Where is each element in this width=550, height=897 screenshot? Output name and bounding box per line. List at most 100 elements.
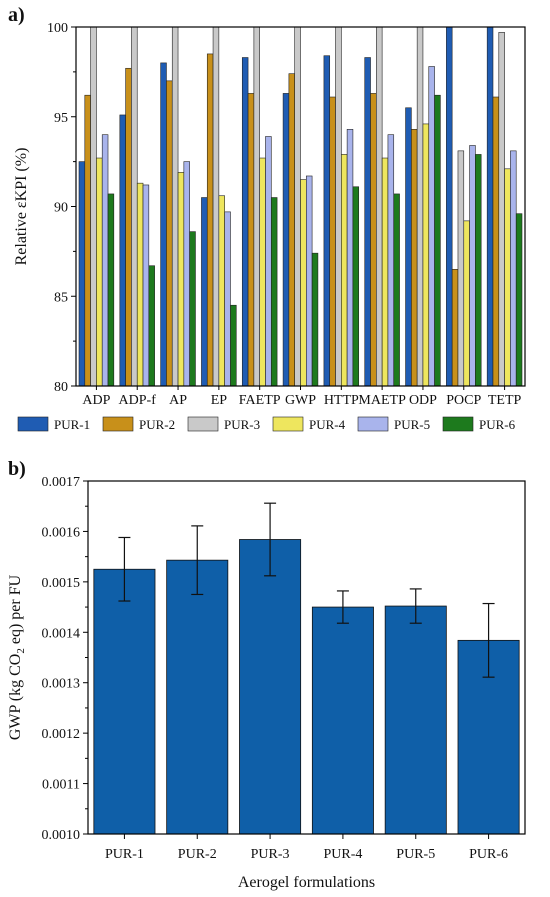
error-bar-PUR-1 (118, 536, 131, 602)
x-tick-label-PUR-3: PUR-3 (251, 847, 290, 862)
legend-label-PUR-6: PUR-6 (479, 417, 516, 432)
x-tick-label-ADP-f: ADP-f (119, 393, 157, 408)
bar-PUR-5-FAETP (265, 136, 272, 387)
y-tick-label-b: 0.0014 (42, 626, 81, 641)
bar-PUR-6-ADP-f (148, 265, 155, 387)
bar-PUR-2-HTTP (329, 96, 336, 387)
error-bar-PUR-6 (482, 602, 495, 678)
bar-PUR-3-HTTP (335, 26, 342, 387)
legend-swatch-PUR-4 (272, 416, 304, 432)
error-bar-PUR-4 (336, 590, 349, 624)
bar-PUR-2-GWP (288, 73, 295, 387)
bar-PUR-6-EP (230, 304, 237, 387)
bar-PUR-6-MAETP (393, 193, 400, 387)
bar-PUR-5-ADP (101, 134, 109, 387)
bar-PUR-5-TETP (510, 150, 517, 387)
bar-PUR-3-TETP (498, 32, 505, 387)
bar-PUR-4-EP (218, 195, 225, 387)
y-tick-label-b: 0.0017 (42, 475, 81, 490)
bar-PUR-4-ADP (96, 157, 103, 387)
legend-item-PUR-2: PUR-2 (102, 416, 175, 432)
bar-PUR-6-ODP (434, 94, 441, 387)
bar-PUR-4-MAETP (381, 157, 389, 387)
x-tick-label-GWP: GWP (285, 393, 316, 408)
bar-PUR-3-ADP-f (131, 26, 138, 387)
legend-label-PUR-5: PUR-5 (394, 417, 430, 432)
bar-PUR-2-MAETP (370, 93, 377, 387)
x-tick-label-FAETP: FAETP (239, 393, 281, 408)
bar-PUR-4-FAETP (259, 157, 266, 387)
y-axis-title-b: GWP (kg CO2 eq) per FU (7, 574, 27, 740)
legend-swatch-PUR-3 (187, 416, 219, 432)
x-tick-label-ODP: ODP (409, 393, 437, 408)
x-tick-label-POCP: POCP (446, 393, 481, 408)
y-tick-label-b: 0.0016 (42, 525, 81, 540)
bar-PUR-5-GWP (305, 175, 313, 387)
bar-PUR-6-AP (189, 231, 196, 387)
bar-PUR-5-EP (224, 211, 231, 387)
x-tick-label-PUR-2: PUR-2 (178, 847, 217, 862)
bar-PUR-2-AP (166, 80, 173, 387)
bar-PUR-6-GWP (311, 252, 319, 387)
y-tick-label-b: 0.0015 (42, 576, 81, 591)
bar-PUR-1-MAETP (364, 57, 371, 387)
bar-PUR-1-GWP (282, 93, 290, 387)
y-tick-label-b: 0.0013 (42, 677, 81, 692)
bar-PUR-5-ADP-f (142, 184, 150, 387)
x-tick-label-AP: AP (169, 393, 187, 408)
bar-PUR-4-TETP (504, 168, 511, 387)
y-tick-label-b: 0.0010 (42, 828, 81, 843)
bar-PUR-2-FAETP (247, 93, 255, 387)
y-tick-label-a: 95 (54, 111, 68, 126)
bar-PUR-2-ADP-f (125, 67, 132, 387)
legend-label-PUR-1: PUR-1 (54, 417, 90, 432)
bar-PUR-4-HTTP (341, 154, 348, 387)
y-axis-title-main: GWP (kg CO (7, 654, 24, 741)
bar-PUR-2-EP (206, 53, 214, 387)
bar-PUR-2-POCP (451, 269, 459, 387)
y-tick-label-a: 90 (54, 201, 68, 216)
y-tick-label-a: 100 (47, 21, 68, 36)
error-bar-PUR-3 (264, 502, 277, 577)
bar-PUR-3-ADP (90, 26, 97, 387)
legend-label-PUR-4: PUR-4 (309, 417, 346, 432)
bar-PUR-4-ODP (422, 123, 430, 387)
legend-swatch-PUR-5 (357, 416, 389, 432)
y-tick-label-a: 85 (54, 290, 68, 305)
bar-PUR-6-ADP (107, 193, 115, 387)
bar-PUR-5-HTTP (346, 129, 354, 387)
bar-PUR-2-TETP (492, 96, 500, 387)
x-tick-label-EP: EP (211, 393, 228, 408)
y-axis-title-a: Relative εKPI (%) (13, 148, 30, 266)
bar-PUR-4-AP (177, 172, 185, 387)
y-tick-label-a: 80 (54, 380, 68, 395)
x-tick-label-MAETP: MAETP (358, 393, 406, 408)
y-axis-title-sub: 2 (15, 648, 27, 654)
bar-PUR-1-ODP (405, 107, 412, 387)
y-tick-label-b: 0.0012 (42, 727, 81, 742)
x-tick-label-PUR-5: PUR-5 (396, 847, 435, 862)
y-axis-title-rest: eq) per FU (7, 574, 24, 648)
bar-PUR-2-ADP (84, 94, 91, 387)
bar-PUR-3-GWP (294, 26, 301, 387)
bar-PUR-3-ODP (416, 26, 424, 387)
x-tick-label-HTTP: HTTP (324, 393, 359, 408)
bar-PUR-6-FAETP (270, 197, 278, 387)
legend-item-PUR-5: PUR-5 (357, 416, 430, 432)
bar-PUR-4-POCP (463, 220, 470, 387)
legend-item-PUR-1: PUR-1 (17, 416, 90, 432)
x-tick-label-PUR-1: PUR-1 (105, 847, 144, 862)
chart-b: b) PUR-1 PUR-2 PUR-3 PUR-4 PUR-5 PUR-6 0.0010 0.… (7, 458, 526, 891)
bar-PUR-4 (311, 606, 374, 835)
bar-PUR-4-GWP (300, 179, 307, 387)
x-tick-label-TETP: TETP (488, 393, 522, 408)
error-bar-PUR-2 (191, 525, 204, 596)
bar-PUR-5-AP (183, 161, 190, 387)
bar-PUR-1-EP (201, 197, 208, 387)
legend-swatch-PUR-2 (102, 416, 134, 432)
bar-PUR-5 (384, 605, 447, 835)
bar-PUR-6-HTTP (352, 186, 360, 387)
legend-swatch-PUR-6 (442, 416, 474, 432)
panel-label-b: b) (8, 458, 26, 480)
